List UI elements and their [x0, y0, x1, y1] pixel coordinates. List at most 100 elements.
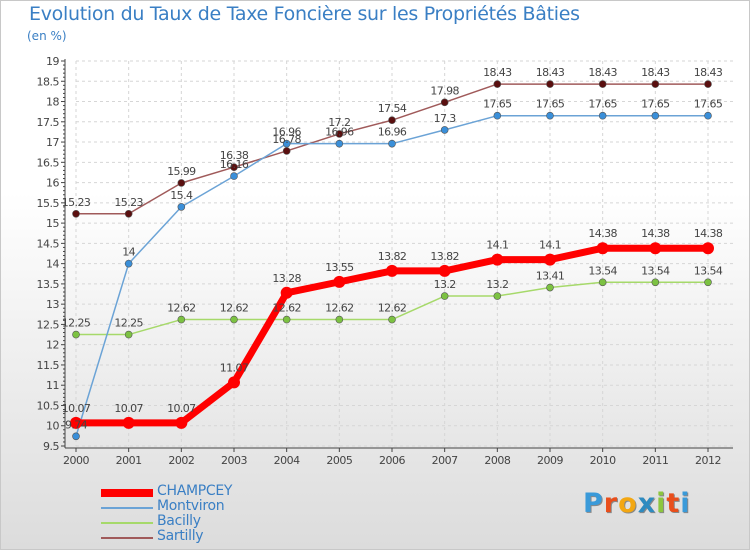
data-point [544, 253, 556, 266]
data-label: 18.43 [536, 66, 565, 79]
data-point [440, 126, 449, 134]
x-tick-label: 2006 [379, 454, 405, 467]
data-point [440, 98, 449, 107]
x-tick-label: 2000 [63, 454, 89, 467]
data-label: 10.07 [114, 402, 143, 415]
legend-label: Montviron [157, 498, 225, 514]
x-tick-label: 2010 [590, 454, 616, 467]
data-point [228, 376, 240, 389]
data-point [704, 111, 712, 120]
data-point [546, 283, 554, 292]
data-label: 13.54 [588, 264, 617, 277]
data-label: 16.38 [220, 149, 249, 162]
data-point [388, 116, 396, 124]
data-label: 14.38 [694, 227, 723, 240]
data-label: 18.43 [641, 66, 670, 79]
data-point [230, 315, 238, 324]
series-bacilly [72, 278, 712, 339]
data-point [651, 278, 660, 287]
data-label: 13.41 [536, 270, 565, 283]
data-point [546, 80, 554, 88]
data-point [649, 242, 662, 255]
data-label: 18.43 [483, 66, 512, 79]
data-point [124, 259, 133, 268]
x-tick-label: 2004 [274, 454, 300, 467]
data-label: 15.23 [62, 196, 91, 209]
y-tick-label: 13 [46, 298, 59, 311]
y-tick-label: 12 [46, 339, 59, 352]
data-label: 10.07 [62, 402, 91, 415]
legend-swatch [101, 507, 153, 509]
data-point [438, 264, 451, 277]
data-label: 17.54 [378, 102, 407, 115]
data-point [280, 286, 293, 299]
data-label: 13.28 [272, 272, 301, 285]
x-tick-label: 2002 [168, 454, 194, 467]
data-point [122, 416, 135, 429]
data-label: 13.82 [430, 250, 459, 263]
y-tick-label: 15.5 [37, 197, 60, 210]
data-label: 16.96 [325, 126, 354, 139]
data-label: 14.38 [588, 227, 617, 240]
data-label: 14 [122, 246, 135, 259]
data-point [335, 130, 344, 138]
x-tick-label: 2007 [432, 454, 458, 467]
y-tick-label: 18 [46, 96, 59, 109]
x-tick-label: 2012 [695, 454, 721, 467]
y-tick-label: 18.5 [37, 75, 60, 88]
data-point [335, 139, 344, 148]
data-point [124, 330, 133, 339]
x-tick-label: 2008 [484, 454, 510, 467]
data-label: 15.4 [170, 189, 193, 202]
data-point [72, 209, 80, 218]
data-point [598, 80, 607, 88]
x-tick-label: 2003 [221, 454, 247, 467]
data-label: 12.62 [325, 302, 354, 315]
data-label: 13.55 [325, 261, 354, 274]
data-point [598, 278, 607, 287]
legend-label: CHAMPCEY [157, 483, 233, 499]
data-label: 17.98 [430, 84, 459, 97]
y-tick-label: 10.5 [37, 399, 60, 412]
y-tick-label: 11.5 [37, 359, 60, 372]
data-label: 16.16 [220, 158, 249, 171]
legend-swatch [101, 489, 153, 497]
data-label: 17.65 [641, 98, 670, 111]
data-point [333, 275, 346, 288]
data-point [386, 264, 398, 277]
data-label: 16.96 [272, 126, 301, 139]
data-point [704, 80, 712, 88]
data-point [177, 203, 186, 211]
data-label: 13.2 [434, 278, 456, 291]
x-tick-label: 2009 [537, 454, 563, 467]
data-label: 14.1 [539, 239, 561, 252]
x-tick-label: 2005 [326, 454, 352, 467]
data-label: 17.65 [694, 98, 723, 111]
data-label: 14.38 [641, 227, 670, 240]
y-tick-label: 16 [46, 177, 59, 190]
series-sartilly [72, 80, 712, 218]
data-label: 16.96 [378, 126, 407, 139]
legend-swatch [101, 522, 153, 524]
data-label: 12.25 [62, 317, 91, 330]
y-tick-label: 17.5 [37, 116, 60, 129]
proxiti-logo: Proxiti [583, 488, 691, 519]
data-label: 18.43 [588, 66, 617, 79]
series-montviron [72, 111, 712, 441]
data-point [70, 416, 82, 429]
legend-label: Bacilly [157, 513, 201, 529]
data-point [440, 292, 449, 300]
data-point [702, 242, 714, 255]
data-label: 18.43 [694, 66, 723, 79]
data-point [282, 315, 291, 324]
logo-letter: x [637, 488, 657, 519]
data-label: 12.25 [114, 317, 143, 330]
logo-letter: P [583, 488, 604, 519]
data-point [491, 253, 504, 266]
x-tick-label: 2011 [642, 454, 668, 467]
data-point [546, 111, 554, 120]
data-label: 13.2 [486, 278, 508, 291]
y-tick-label: 11 [46, 379, 59, 392]
logo-letter: r [603, 488, 619, 519]
